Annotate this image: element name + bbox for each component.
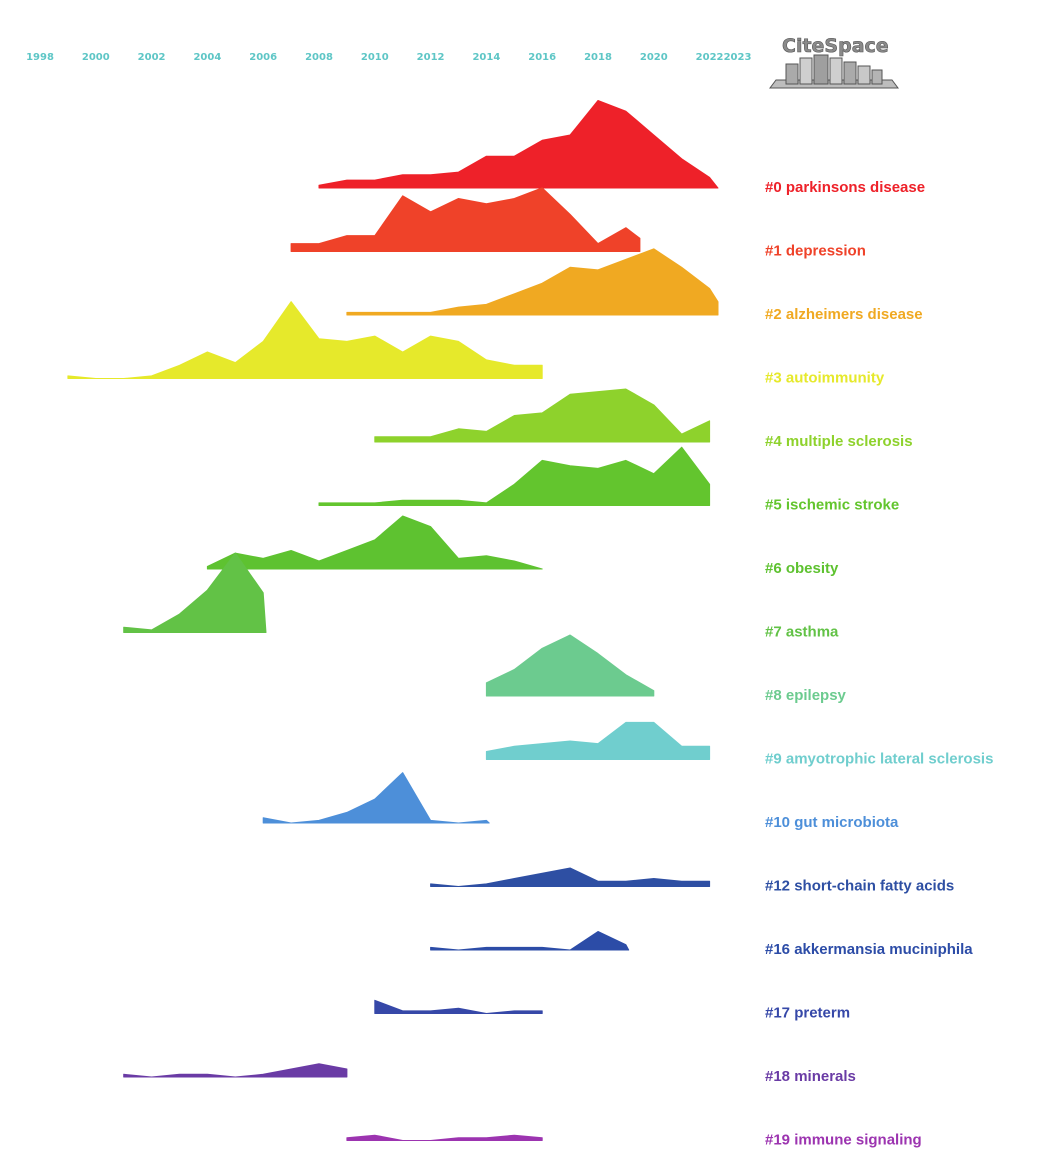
year-tick-label: 2008: [305, 52, 333, 63]
cluster-area: [485, 721, 711, 760]
year-tick-label: 2016: [528, 52, 556, 63]
year-axis: 1998 2000 2002 2004 2006 2008 2010 2012 2014 2016…: [26, 52, 751, 63]
cluster-area: [262, 772, 490, 824]
cluster-label: #3 autoimmunity: [765, 369, 885, 386]
year-tick-label: 2023: [724, 52, 752, 63]
cluster-label: #2 alzheimers disease: [765, 306, 923, 323]
year-tick-label: 2002: [138, 52, 166, 63]
cluster-area: [123, 552, 267, 633]
cluster-label: #6 obesity: [765, 560, 839, 577]
year-tick-label: 2018: [584, 52, 612, 63]
year-tick-label: 2004: [193, 52, 221, 63]
cluster-label: #12 short-chain fatty acids: [765, 877, 954, 894]
cluster-label: #5 ischemic stroke: [765, 496, 899, 513]
cluster-area: [346, 1134, 543, 1141]
cluster-area: [430, 867, 711, 887]
year-tick-label: 2006: [249, 52, 277, 63]
cluster-label: #16 akkermansia muciniphila: [765, 941, 973, 958]
cluster-label: #4 multiple sclerosis: [765, 433, 913, 450]
citespace-logo: CiteSpace: [769, 35, 899, 89]
cluster-label: #0 parkinsons disease: [765, 179, 925, 196]
cluster-area: [318, 100, 719, 189]
cluster-area: [290, 187, 641, 252]
cluster-area: [485, 634, 655, 697]
year-tick-label: 2000: [82, 52, 110, 63]
cluster-label: #17 preterm: [765, 1004, 850, 1021]
year-tick-label: 1998: [26, 52, 54, 63]
cluster-area: [346, 248, 719, 316]
cluster-area: [123, 1063, 348, 1078]
year-tick-label: 2010: [361, 52, 389, 63]
series-layer: #0 parkinsons disease #1 depression #2 alz…: [67, 100, 993, 1148]
cluster-label: #9 amyotrophic lateral sclerosis: [765, 750, 993, 767]
cluster-area: [318, 446, 711, 506]
logo-text: CiteSpace: [782, 35, 889, 57]
cluster-label: #8 epilepsy: [765, 687, 847, 704]
cluster-area: [430, 931, 630, 951]
cluster-area: [67, 301, 543, 379]
cluster-label: #1 depression: [765, 242, 866, 259]
year-tick-label: 2014: [472, 52, 500, 63]
year-tick-label: 2022: [696, 52, 724, 63]
cluster-area: [206, 515, 543, 570]
cluster-label: #7 asthma: [765, 623, 839, 640]
cluster-label: #18 minerals: [765, 1068, 856, 1085]
year-tick-label: 2012: [417, 52, 445, 63]
cluster-area: [374, 388, 711, 443]
cluster-label: #10 gut microbiota: [765, 814, 899, 831]
cluster-label: #19 immune signaling: [765, 1131, 922, 1148]
cluster-area: [374, 999, 543, 1014]
year-tick-label: 2020: [640, 52, 668, 63]
